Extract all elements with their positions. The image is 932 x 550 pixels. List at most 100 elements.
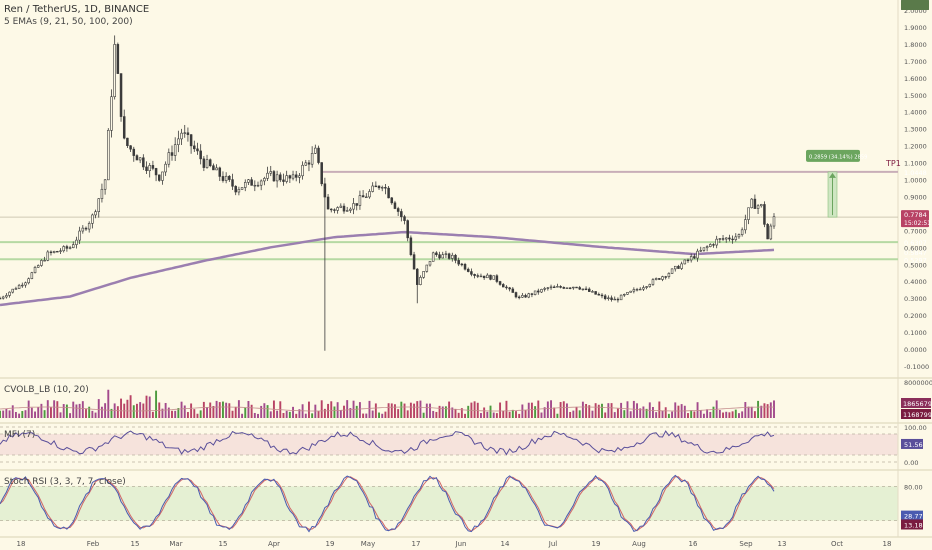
volume-bar bbox=[72, 401, 75, 418]
candle-body bbox=[693, 256, 696, 259]
volume-bar bbox=[186, 412, 189, 418]
x-tick-label: 14 bbox=[501, 540, 510, 548]
volume-bar bbox=[594, 403, 597, 418]
volume-bar bbox=[731, 411, 734, 418]
volume-bar bbox=[604, 412, 607, 418]
volume-bar bbox=[231, 410, 234, 418]
candle-body bbox=[543, 288, 546, 290]
volume-bar bbox=[741, 411, 744, 418]
price-tag-tp1: 1.0448 bbox=[904, 169, 927, 177]
y-tick-label: 2.0000 bbox=[904, 7, 927, 15]
volume-bar bbox=[390, 403, 393, 418]
volume-bar bbox=[562, 401, 565, 418]
y-tick-label: 1.1000 bbox=[904, 160, 927, 168]
candle-body bbox=[298, 175, 301, 178]
volume-bar bbox=[218, 402, 221, 418]
candle-body bbox=[355, 203, 358, 206]
volume-bar bbox=[225, 402, 228, 418]
volume-bar bbox=[24, 410, 27, 418]
volume-bar bbox=[521, 404, 524, 418]
candle-body bbox=[546, 287, 550, 289]
candle-body bbox=[645, 286, 648, 288]
y-tick-label: 1.6000 bbox=[904, 75, 927, 83]
candle-body bbox=[224, 175, 228, 181]
volume-bar bbox=[464, 413, 466, 418]
candle-body bbox=[269, 171, 272, 174]
y-tick-label: 0.1000 bbox=[904, 329, 927, 337]
candle-body bbox=[14, 288, 18, 290]
candle-body bbox=[193, 145, 196, 150]
candle-body bbox=[581, 288, 585, 291]
candle-body bbox=[460, 263, 464, 266]
volume-bar bbox=[425, 403, 428, 418]
candle-body bbox=[170, 152, 174, 156]
volume-bar bbox=[607, 403, 610, 418]
candle-body bbox=[275, 174, 279, 182]
stoch-k-tag-box bbox=[901, 510, 923, 521]
candle-body bbox=[699, 250, 702, 252]
x-tick-label: 15 bbox=[131, 540, 140, 548]
volume-bar bbox=[263, 403, 266, 418]
volume-bar bbox=[667, 413, 670, 418]
candle-body bbox=[447, 253, 451, 259]
volume-bar bbox=[37, 407, 40, 418]
volume-bar bbox=[65, 404, 68, 418]
volume-bar bbox=[460, 408, 463, 418]
candle-body bbox=[240, 187, 244, 190]
candle-body bbox=[610, 297, 613, 300]
volume-bar bbox=[5, 408, 8, 418]
volume-bar bbox=[750, 406, 753, 418]
candle-body bbox=[304, 162, 308, 166]
volume-bar bbox=[422, 412, 425, 418]
candle-body bbox=[495, 275, 499, 282]
symbol-title: Ren / TetherUS, 1D, BINANCE bbox=[4, 4, 150, 15]
candle-body bbox=[81, 227, 85, 232]
volume-bar bbox=[59, 412, 62, 418]
candle-body bbox=[189, 134, 193, 147]
mfi-tag: 51.56 bbox=[904, 441, 923, 449]
candle-body bbox=[747, 207, 750, 220]
price-tag-support-lower-box bbox=[901, 0, 929, 10]
candle-body bbox=[256, 184, 260, 187]
candle-body bbox=[616, 298, 620, 301]
volume-bar bbox=[429, 403, 431, 418]
candle-body bbox=[731, 238, 734, 241]
measure-arrowhead bbox=[829, 172, 836, 178]
candle-body bbox=[619, 294, 623, 301]
candle-body bbox=[349, 208, 352, 211]
volume-bar bbox=[556, 413, 559, 418]
volume-bar bbox=[699, 410, 702, 418]
y-tick-label: 1.7000 bbox=[904, 58, 927, 66]
volume-bar bbox=[56, 401, 59, 418]
stochrsi-indicator-label: Stoch RSI (3, 3, 7, 7, close) bbox=[4, 477, 126, 487]
candle-body bbox=[40, 260, 43, 266]
candle-body bbox=[734, 236, 738, 240]
volume-bar bbox=[110, 408, 113, 418]
volume-bar bbox=[94, 412, 97, 418]
volume-bar bbox=[722, 412, 724, 418]
candle-body bbox=[537, 290, 540, 293]
volume-bar bbox=[292, 406, 294, 418]
candle-body bbox=[231, 179, 234, 187]
volume-bar bbox=[480, 413, 482, 418]
candle-body bbox=[482, 275, 486, 279]
volume-bar bbox=[725, 411, 728, 418]
candle-body bbox=[285, 175, 288, 182]
volume-bar bbox=[247, 401, 250, 418]
volume-bar bbox=[155, 390, 158, 418]
volume-bar bbox=[161, 408, 164, 418]
candle-body bbox=[279, 174, 282, 181]
volume-bar bbox=[505, 400, 508, 418]
candle-body bbox=[68, 247, 72, 249]
y-tick-label: 0.3000 bbox=[904, 295, 927, 303]
volume-bar bbox=[132, 405, 135, 418]
volume-bar bbox=[674, 402, 677, 418]
volume-bar bbox=[515, 411, 517, 418]
candle-body bbox=[266, 172, 269, 179]
volume-bar bbox=[467, 405, 470, 418]
candle-body bbox=[686, 259, 690, 262]
candle-body bbox=[702, 247, 706, 251]
volume-bar bbox=[652, 406, 654, 418]
volume-bar bbox=[311, 413, 314, 418]
